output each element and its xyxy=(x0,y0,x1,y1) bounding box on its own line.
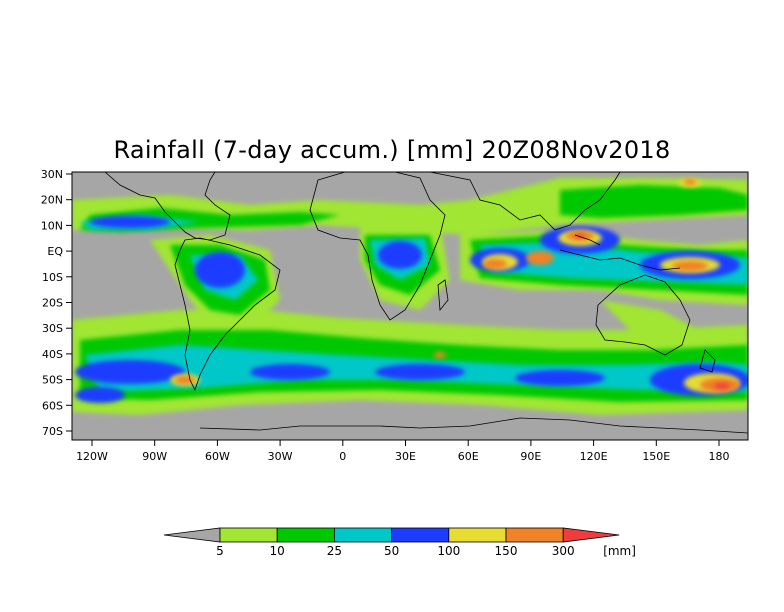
map-frame xyxy=(71,171,749,441)
lon-tick-label: 120W xyxy=(76,450,108,463)
lat-tick-label: 20S xyxy=(42,297,63,310)
lat-tick-label: 70S xyxy=(42,425,63,438)
colorbar-label: 300 xyxy=(552,544,575,558)
lat-tick-label: 20N xyxy=(41,194,63,207)
coastlines xyxy=(104,172,748,434)
lat-tick-label: 30N xyxy=(41,168,63,181)
lat-tick-label: 40S xyxy=(42,348,63,361)
colorbar-label: 10 xyxy=(270,544,285,558)
lat-tick-label: 10S xyxy=(42,271,63,284)
lon-tick-label: 90W xyxy=(142,450,167,463)
lon-tick-label: 30E xyxy=(395,450,416,463)
colorbar-label: 100 xyxy=(437,544,460,558)
latitude-axis: 30N 20N 10N EQ 10S 20S 30S 40S 50S 60S 70S xyxy=(41,168,72,438)
colorbar-segment xyxy=(219,527,278,543)
lon-tick-label: 60W xyxy=(205,450,230,463)
colorbar-segment xyxy=(505,527,564,543)
rain-300mm-regions xyxy=(575,234,730,389)
colorbar-label: 150 xyxy=(495,544,518,558)
colorbar-label: 25 xyxy=(327,544,342,558)
colorbar-label: 50 xyxy=(384,544,399,558)
colorbar: 5 10 25 50 100 150 300 [mm] xyxy=(163,527,636,558)
lat-tick-label: 50S xyxy=(42,374,63,387)
lon-tick-label: 180 xyxy=(709,450,730,463)
longitude-axis: 120W 90W 60W 30W 0 30E 60E 90E 120E 150E 180 xyxy=(76,440,730,463)
lat-tick-label: 60S xyxy=(42,399,63,412)
colorbar-segment xyxy=(276,527,335,543)
lat-tick-label: 10N xyxy=(41,219,63,232)
colorbar-under-triangle xyxy=(163,527,221,543)
colorbar-segment xyxy=(391,527,450,543)
colorbar-unit: [mm] xyxy=(603,544,636,558)
lon-tick-label: 120E xyxy=(580,450,608,463)
rainfall-field xyxy=(72,178,748,440)
colorbar-segment xyxy=(333,527,392,543)
map-title: Rainfall (7-day accum.) [mm] 20Z08Nov201… xyxy=(113,136,671,164)
lon-tick-label: 150E xyxy=(642,450,670,463)
antarctica-region xyxy=(72,418,748,440)
colorbar-segment xyxy=(448,527,507,543)
colorbar-label: 5 xyxy=(216,544,224,558)
colorbar-over-triangle xyxy=(562,527,620,543)
lat-tick-label: EQ xyxy=(47,245,63,258)
lat-tick-label: 30S xyxy=(42,322,63,335)
lon-tick-label: 0 xyxy=(339,450,346,463)
lon-tick-label: 60E xyxy=(458,450,479,463)
lon-tick-label: 30W xyxy=(268,450,293,463)
lon-tick-label: 90E xyxy=(520,450,541,463)
